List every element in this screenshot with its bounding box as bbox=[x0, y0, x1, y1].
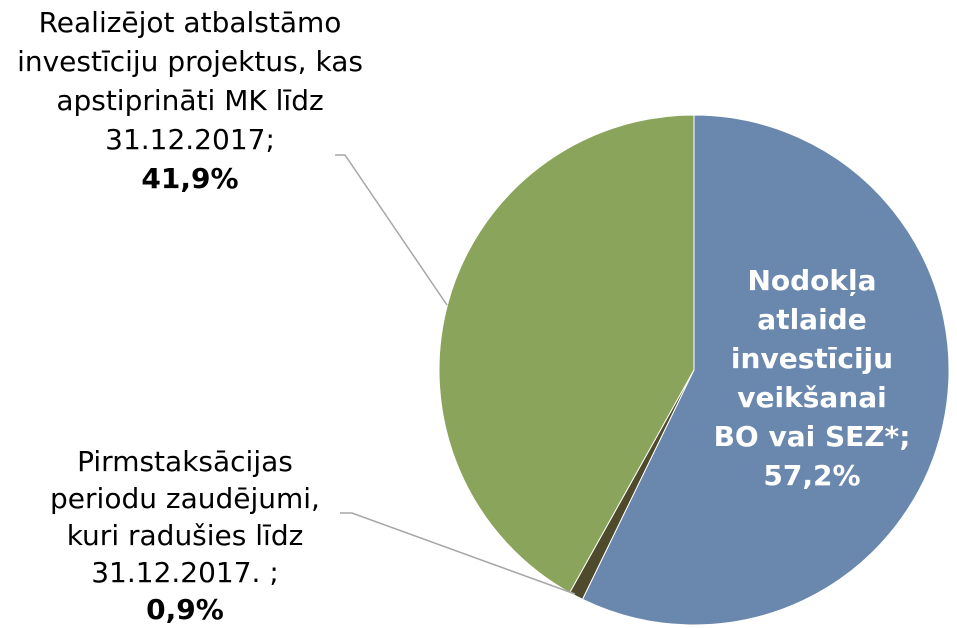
value-label: 0,9% bbox=[146, 593, 224, 626]
category-label: Pirmstaksācijas periodu zaudējumi, kuri … bbox=[50, 445, 320, 589]
category-label: Realizējot atbalstāmo investīciju projek… bbox=[17, 6, 363, 156]
slice-label: Pirmstaksācijas periodu zaudējumi, kuri … bbox=[20, 443, 350, 628]
pie-slice bbox=[581, 114, 950, 626]
leader-line bbox=[340, 512, 576, 595]
slice-label: Realizējot atbalstāmo investīciju projek… bbox=[0, 3, 380, 198]
pie-slice bbox=[438, 114, 695, 594]
value-label: 41,9% bbox=[141, 162, 239, 195]
leader-line bbox=[335, 154, 448, 306]
category-label: Nodokļa atlaide investīciju veikšanai BO… bbox=[713, 264, 911, 453]
value-label: 57,2% bbox=[763, 459, 861, 492]
slice-label: Nodokļa atlaide investīciju veikšanai BO… bbox=[712, 261, 912, 495]
